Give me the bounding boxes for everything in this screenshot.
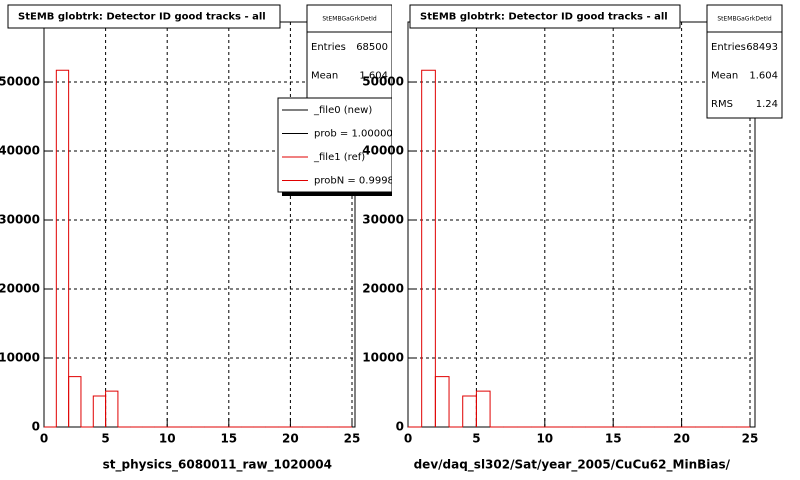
y-tick-label: 40000 — [362, 144, 404, 158]
x-tick-label: 10 — [536, 432, 553, 446]
y-tick-label: 0 — [396, 420, 404, 434]
x-tick-label: 15 — [605, 432, 622, 446]
stats-label: Mean — [711, 71, 738, 82]
stats-label: RMS — [711, 99, 733, 110]
histogram-bin — [105, 390, 119, 427]
stats-value: 1.24 — [756, 99, 778, 110]
plot-frame — [407, 21, 756, 428]
chart-title: StEMB globtrk: Detector ID good tracks -… — [420, 12, 668, 23]
y-tick-label: 50000 — [0, 75, 40, 89]
histogram-bin — [68, 376, 82, 427]
stats-value: 1.604 — [749, 71, 778, 82]
histogram-bin — [475, 390, 491, 427]
x-tick-label: 20 — [282, 432, 299, 446]
x-tick-label: 10 — [159, 432, 176, 446]
histogram-bin — [434, 376, 450, 427]
pad: 0 10000 20000 30000 40000 50000 0 5 10 15 20 25 dev/… — [362, 4, 783, 473]
legend-label: _file0 (new) — [313, 105, 372, 116]
stats-value: 68500 — [356, 42, 388, 53]
y-tick-label: 30000 — [362, 213, 404, 227]
x-axis-label: dev/daq_sl302/Sat/year_2005/CuCu62_MinBi… — [414, 458, 731, 473]
legend-label: probN = 0.99988 — [314, 176, 400, 187]
x-tick-label: 15 — [220, 432, 237, 446]
stats-title: StEMBGaGrkDetId — [717, 16, 771, 23]
x-tick-label: 25 — [742, 432, 759, 446]
legend-label: _file1 (ref) — [313, 152, 365, 163]
y-tick-label: 0 — [32, 420, 40, 434]
pad: 0 10000 20000 30000 40000 50000 0 5 10 15 20 25 st_p… — [0, 4, 400, 473]
stats-value: 68493 — [746, 42, 778, 53]
y-tick-label: 20000 — [362, 282, 404, 296]
stats-label: Entries — [311, 42, 346, 53]
x-tick-label: 0 — [404, 432, 412, 446]
stats-label: Entries — [711, 42, 746, 53]
histogram-bin — [421, 69, 436, 427]
stats-value: 1.604 — [359, 71, 388, 82]
y-tick-label: 40000 — [0, 144, 40, 158]
title-box — [409, 4, 681, 29]
stats-box — [706, 4, 783, 119]
y-tick-label: 50000 — [362, 75, 404, 89]
stats-label: Mean — [311, 71, 338, 82]
title-box — [7, 4, 281, 29]
histogram-bin — [55, 69, 70, 427]
x-axis-label: st_physics_6080011_raw_1020004 — [103, 458, 332, 473]
stats-title: StEMBGaGrkDetId — [322, 16, 376, 23]
x-tick-label: 20 — [673, 432, 690, 446]
x-tick-label: 25 — [344, 432, 361, 446]
legend-box — [277, 97, 392, 193]
y-tick-label: 10000 — [362, 351, 404, 365]
y-tick-label: 20000 — [0, 282, 40, 296]
y-tick-label: 10000 — [0, 351, 40, 365]
x-tick-label: 5 — [472, 432, 480, 446]
y-tick-label: 30000 — [0, 213, 40, 227]
legend-label: prob = 1.00000 — [314, 129, 393, 140]
x-tick-label: 5 — [101, 432, 109, 446]
x-tick-label: 0 — [40, 432, 48, 446]
plot-frame — [43, 21, 356, 428]
chart-title: StEMB globtrk: Detector ID good tracks -… — [18, 12, 266, 23]
